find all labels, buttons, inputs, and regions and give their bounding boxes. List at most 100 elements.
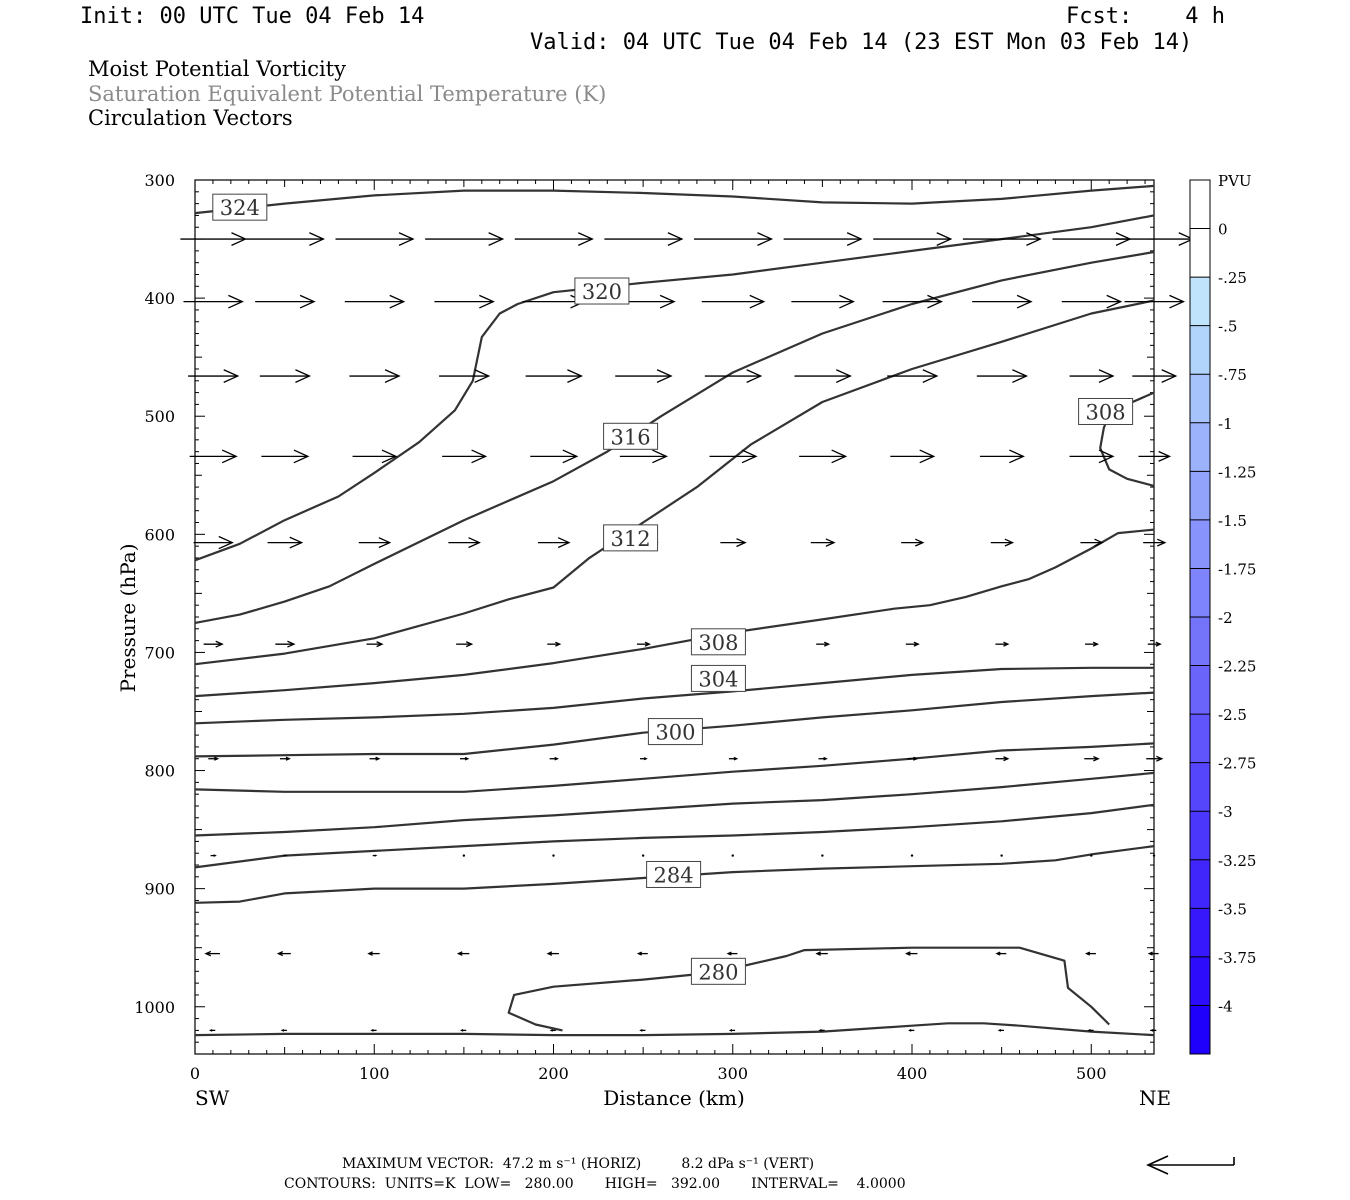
vector-arrow (908, 1029, 915, 1032)
colorbar-cell (1190, 617, 1210, 667)
vector-arrow (816, 641, 831, 647)
vector-arrow (267, 536, 304, 549)
colorbar-label: -3.5 (1218, 900, 1247, 918)
x-tick-label: 100 (359, 1064, 390, 1083)
vector-arrow (209, 1029, 216, 1032)
vector-arrow (261, 449, 310, 464)
plot-frame (194, 179, 1155, 1055)
vector-arrow (731, 854, 734, 857)
vector-arrow (210, 854, 217, 857)
vector-arrow (619, 449, 668, 464)
colorbar-cell (1190, 471, 1210, 521)
colorbar-label: -2.5 (1218, 706, 1247, 724)
vector-arrow (728, 756, 739, 761)
y-tick-label: 900 (144, 880, 175, 899)
vector-arrow (193, 535, 234, 550)
vector-arrow (462, 854, 466, 857)
colorbar-label: -.75 (1218, 366, 1247, 384)
vector-arrow (905, 951, 918, 956)
vector-arrow (459, 1029, 467, 1032)
vector-arrow (818, 756, 828, 761)
contour-info-text: CONTOURS: UNITS=K LOW= 280.00 HIGH= 392.… (284, 1176, 906, 1192)
contour-label-box (647, 718, 703, 746)
vector-arrow (1069, 369, 1115, 383)
forecast-hour: Fcst: 4 h (1066, 4, 1225, 29)
x-right-end-label: NE (1139, 1086, 1171, 1110)
contour-280 (507, 946, 1110, 1032)
x-tick-label: 200 (538, 1064, 569, 1083)
vector-arrow (366, 641, 384, 648)
x-left-end-label: SW (195, 1086, 230, 1110)
vector-arrow (709, 449, 758, 464)
contour-296 (194, 742, 1155, 793)
vector-arrow (1150, 1029, 1157, 1032)
vector-arrow (873, 232, 953, 246)
vector-arrow (1080, 538, 1104, 547)
colorbar-cell (1190, 374, 1210, 424)
vector-arrow (604, 232, 684, 246)
contour-324 (194, 184, 1155, 215)
title-theta-es: Saturation Equivalent Potential Temperat… (88, 82, 607, 106)
vector-arrow (907, 756, 919, 761)
vector-arrow (180, 232, 248, 246)
contour-label-308: 308 (698, 631, 738, 655)
vector-arrow (890, 449, 936, 464)
contour-label-320: 320 (582, 280, 622, 304)
axis-tick-labels: 0 100 200 300 400 500 300 400 500 600 700 800 900 100… (134, 171, 1106, 1083)
vector-arrow (1085, 641, 1100, 647)
vector-arrow (549, 756, 559, 761)
vector-arrow (358, 537, 392, 549)
colorbar-label: -4 (1218, 997, 1233, 1015)
vector-arrow (283, 854, 288, 857)
contour-label-box (690, 957, 746, 985)
vector-arrow (882, 294, 944, 309)
contour-280 (194, 1022, 1155, 1037)
colorbar-label: -2 (1218, 609, 1233, 627)
vector-arrow (1087, 1029, 1094, 1032)
vector-arrow (434, 294, 495, 309)
x-tick-label: 500 (1076, 1064, 1107, 1083)
colorbar-label: -2.25 (1218, 658, 1256, 676)
vector-arrow (276, 951, 291, 957)
vector-arrow (990, 538, 1015, 547)
vector-arrow (255, 294, 316, 309)
vector-arrow (728, 1029, 736, 1032)
vector-arrow (1138, 450, 1172, 462)
colorbar-cell (1190, 908, 1210, 958)
contour-label-304: 304 (698, 667, 738, 691)
vector-arrow (726, 951, 738, 956)
title-mpv: Moist Potential Vorticity (88, 57, 346, 81)
contour-label-box (212, 193, 268, 221)
contour-304 (194, 666, 1154, 725)
contour-label-box (603, 422, 659, 450)
contour-label-box (646, 860, 702, 888)
contour-label-box (1078, 397, 1134, 425)
contour-312 (194, 299, 1155, 666)
vector-arrow (1000, 854, 1003, 857)
contour-label-280: 280 (698, 960, 738, 984)
colorbar-title: PVU (1218, 172, 1252, 190)
vector-arrow (552, 854, 555, 857)
vector-arrow (810, 538, 836, 547)
colorbar-cell (1190, 811, 1210, 861)
vector-arrow (547, 641, 562, 647)
vector-arrow (1084, 755, 1100, 762)
y-tick-label: 800 (144, 762, 175, 781)
vector-arrow (818, 1029, 825, 1032)
vector-arrow (275, 640, 296, 648)
vector-arrow (189, 449, 238, 464)
contour-label-box (574, 277, 630, 305)
vector-arrow (905, 641, 920, 647)
x-axis-label: Distance (km) (603, 1086, 745, 1110)
vector-arrow (1146, 755, 1164, 762)
colorbar-label: -2.75 (1218, 755, 1256, 773)
vector-arrow (1124, 294, 1186, 309)
vector-arrow (636, 641, 651, 647)
vector-arrow (439, 369, 491, 383)
vector-arrow (976, 369, 1029, 383)
vector-arrow (972, 294, 1033, 309)
vector-arrow (549, 1029, 556, 1032)
vector-arrow (615, 369, 673, 383)
contour-label-308: 308 (1086, 400, 1126, 424)
contour-label-284: 284 (654, 863, 694, 887)
